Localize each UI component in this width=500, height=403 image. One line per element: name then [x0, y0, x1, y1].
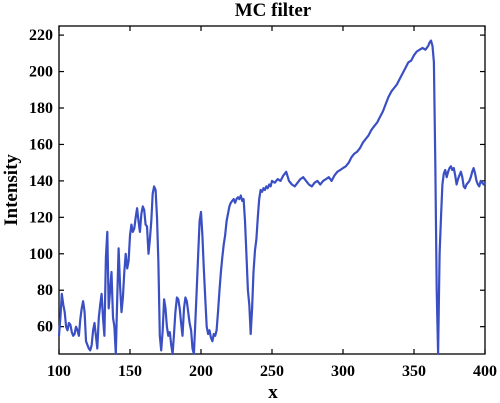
x-tick-label: 250 [260, 363, 284, 380]
y-tick-label: 100 [29, 246, 53, 263]
y-tick-label: 160 [29, 136, 53, 153]
y-axis-label: Intensity [1, 154, 22, 226]
x-axis: 100 150 200 250 300 350 400 [47, 26, 497, 380]
y-tick-label: 180 [29, 100, 53, 117]
x-tick-label: 350 [402, 363, 426, 380]
y-tick-label: 80 [37, 282, 53, 299]
x-axis-label: x [268, 382, 278, 403]
y-tick-label: 220 [29, 27, 53, 44]
y-tick-label: 140 [29, 173, 53, 190]
x-tick-label: 300 [331, 363, 355, 380]
plot-area: 60 80 100 120 140 160 180 200 220 100 150 200 250 30… [29, 25, 497, 380]
y-tick-label: 120 [29, 209, 53, 226]
chart-title: MC filter [235, 0, 312, 21]
y-axis: 60 80 100 120 140 160 180 200 220 [29, 27, 485, 336]
x-tick-label: 100 [47, 363, 71, 380]
y-tick-label: 200 [29, 64, 53, 81]
x-tick-label: 400 [473, 363, 497, 380]
series-line [57, 39, 487, 356]
x-tick-label: 150 [118, 363, 142, 380]
y-tick-label: 60 [37, 319, 53, 336]
x-tick-label: 200 [189, 363, 213, 380]
